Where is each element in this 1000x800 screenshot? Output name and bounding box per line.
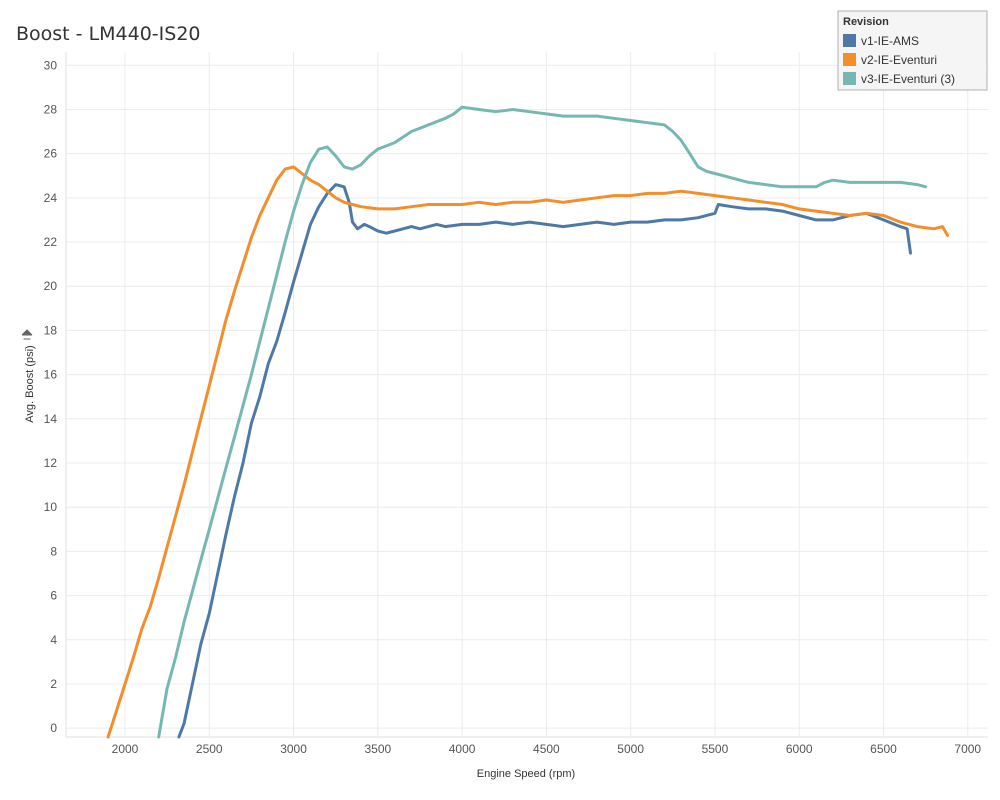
y-tick-label: 8 <box>50 544 57 558</box>
series-line-1[interactable] <box>177 183 912 739</box>
x-tick-label: 4500 <box>533 742 560 756</box>
y-axis-label: Avg. Boost (psi) <box>24 345 36 422</box>
y-tick-label: 22 <box>44 235 58 249</box>
legend-title: Revision <box>843 16 889 28</box>
y-tick-label: 24 <box>44 191 58 205</box>
legend-label-v2: v2-IE-Eventuri <box>861 53 937 67</box>
x-tick-label: 3500 <box>364 742 391 756</box>
y-tick-label: 30 <box>44 58 58 72</box>
x-tick-label: 7000 <box>954 742 981 756</box>
legend-item-v2[interactable]: v2-IE-Eventuri <box>843 53 937 67</box>
series-lines <box>106 105 949 739</box>
legend-item-v1[interactable]: v1-IE-AMS <box>843 34 919 48</box>
legend-swatch-v2 <box>843 53 856 66</box>
series-line-2[interactable] <box>106 165 949 739</box>
legend-swatch-v1 <box>843 34 856 47</box>
y-tick-label: 26 <box>44 147 58 161</box>
y-tick-label: 28 <box>44 102 58 116</box>
legend-box <box>837 10 988 91</box>
legend-label-v1: v1-IE-AMS <box>861 34 919 48</box>
y-tick-label: 14 <box>44 412 58 426</box>
y-axis-sort-icon[interactable] <box>21 329 33 340</box>
x-tick-label: 2000 <box>112 742 139 756</box>
y-tick-label: 16 <box>44 368 58 382</box>
series-line-3[interactable] <box>157 105 928 739</box>
chart-title: Boost - LM440-IS20 <box>16 23 201 45</box>
x-tick-label: 6000 <box>786 742 813 756</box>
x-tick-label: 3000 <box>280 742 307 756</box>
x-tick-label: 4000 <box>449 742 476 756</box>
y-tick-label: 4 <box>50 633 57 647</box>
y-tick-label: 20 <box>44 279 58 293</box>
legend: Revision v1-IE-AMS v2-IE-Eventuri v3-IE-… <box>837 10 988 91</box>
x-tick-label: 5500 <box>702 742 729 756</box>
legend-label-v3: v3-IE-Eventuri (3) <box>861 72 955 86</box>
y-tick-label: 0 <box>50 721 57 735</box>
y-tick-label: 10 <box>44 500 58 514</box>
x-tick-label: 2500 <box>196 742 223 756</box>
y-tick-label: 6 <box>50 589 57 603</box>
x-tick-label: 6500 <box>870 742 897 756</box>
gridlines <box>65 52 988 738</box>
y-tick-label: 2 <box>50 677 57 691</box>
x-tick-label: 5000 <box>617 742 644 756</box>
y-tick-label: 18 <box>44 323 58 337</box>
legend-item-v3[interactable]: v3-IE-Eventuri (3) <box>843 72 955 86</box>
legend-swatch-v3 <box>843 72 856 85</box>
y-tick-label: 12 <box>44 456 58 470</box>
x-axis-label: Engine Speed (rpm) <box>477 768 575 780</box>
